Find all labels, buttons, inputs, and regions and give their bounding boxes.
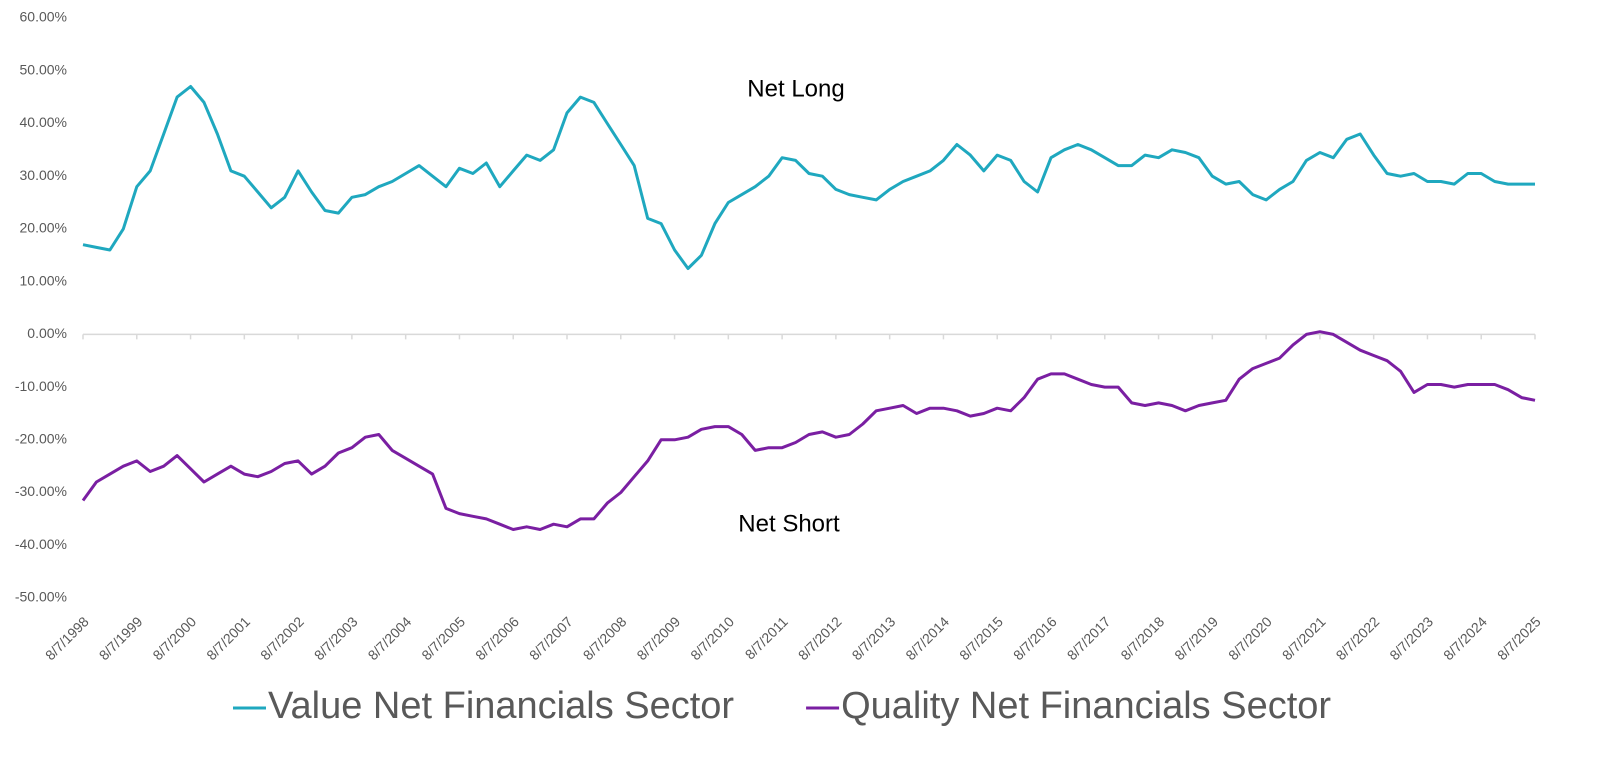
annotation: Net Short <box>738 510 840 537</box>
y-tick-label: -30.00% <box>15 483 67 499</box>
x-tick-label: 8/7/2023 <box>1386 613 1436 663</box>
x-tick-label: 8/7/2018 <box>1117 613 1167 663</box>
x-tick-label: 8/7/2019 <box>1171 613 1221 663</box>
y-tick-label: 30.00% <box>20 167 67 183</box>
line-series <box>81 330 1536 531</box>
annotation: Net Long <box>747 75 844 102</box>
x-tick-label: 8/7/2014 <box>902 613 952 663</box>
x-tick-label: 8/7/2003 <box>311 613 361 663</box>
line-series <box>82 85 1535 270</box>
x-tick-label: 8/7/2021 <box>1279 613 1329 663</box>
y-tick-label: 0.00% <box>27 325 67 341</box>
x-tick-label: 8/7/2010 <box>687 613 737 663</box>
y-tick-label: -50.00% <box>15 589 67 605</box>
x-tick-label: 8/7/2017 <box>1064 613 1114 663</box>
x-tick-label: 8/7/2002 <box>257 613 307 663</box>
x-tick-label: 8/7/2011 <box>742 613 791 662</box>
x-tick-label: 8/7/2004 <box>365 613 415 663</box>
y-tick-label: -10.00% <box>15 378 67 394</box>
y-tick-label: 60.00% <box>20 9 67 25</box>
x-tick-label: 8/7/1999 <box>96 613 146 663</box>
x-tick-label: 8/7/2022 <box>1333 613 1383 663</box>
y-tick-label: -20.00% <box>15 431 67 447</box>
legend-label: Value Net Financials Sector <box>268 685 734 727</box>
x-tick-label: 8/7/1998 <box>42 613 92 663</box>
x-tick-label: 8/7/2024 <box>1440 613 1490 663</box>
x-tick-label: 8/7/2025 <box>1494 613 1544 663</box>
x-tick-label: 8/7/2009 <box>633 613 683 663</box>
x-tick-label: 8/7/2006 <box>472 613 522 663</box>
y-tick-label: 10.00% <box>20 272 67 288</box>
x-tick-label: 8/7/2000 <box>149 613 199 663</box>
x-tick-label: 8/7/2008 <box>580 613 630 663</box>
y-tick-label: 50.00% <box>20 61 67 77</box>
y-tick-label: 40.00% <box>20 114 67 130</box>
x-tick-label: 8/7/2015 <box>956 613 1006 663</box>
y-tick-label: -40.00% <box>15 536 67 552</box>
x-tick-label: 8/7/2001 <box>203 613 253 663</box>
legend-label: Quality Net Financials Sector <box>841 685 1331 727</box>
x-tick-label: 8/7/2013 <box>849 613 899 663</box>
y-tick-label: 20.00% <box>20 220 67 236</box>
x-tick-label: 8/7/2016 <box>1010 613 1060 663</box>
x-tick-label: 8/7/2020 <box>1225 613 1275 663</box>
x-tick-label: 8/7/2005 <box>418 613 468 663</box>
x-tick-label: 8/7/2012 <box>795 613 845 663</box>
x-tick-label: 8/7/2007 <box>526 613 576 663</box>
